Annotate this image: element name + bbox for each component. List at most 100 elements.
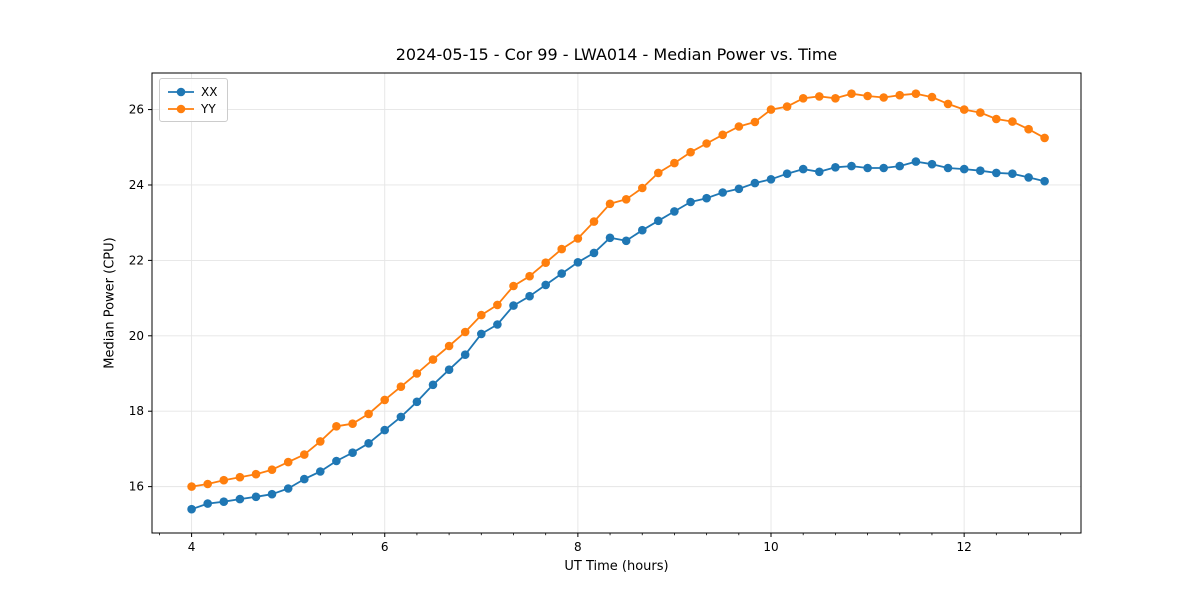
data-point-xx xyxy=(943,163,953,173)
x-axis-label: UT Time (hours) xyxy=(564,559,669,574)
data-point-yy xyxy=(766,105,776,114)
data-point-xx xyxy=(831,163,840,172)
data-point-xx xyxy=(300,474,309,484)
y-tick-label: 22 xyxy=(129,253,144,267)
data-point-xx xyxy=(267,489,277,499)
data-point-yy xyxy=(525,271,534,281)
data-point-yy xyxy=(943,99,953,109)
data-point-yy xyxy=(718,130,727,140)
data-point-yy xyxy=(187,482,196,491)
data-point-xx xyxy=(621,236,631,246)
data-point-yy xyxy=(396,382,406,392)
data-point-xx xyxy=(976,166,985,175)
data-point-yy xyxy=(364,409,373,419)
data-point-xx xyxy=(1008,169,1017,178)
data-point-xx xyxy=(477,329,486,339)
data-point-yy xyxy=(428,355,438,364)
data-point-xx xyxy=(396,412,406,422)
x-tick-label: 4 xyxy=(188,540,196,554)
data-point-yy xyxy=(557,244,566,254)
data-point-yy xyxy=(798,94,808,103)
y-tick-label: 18 xyxy=(129,404,144,418)
data-point-yy xyxy=(267,465,277,475)
data-point-xx xyxy=(573,258,583,267)
data-point-yy xyxy=(316,437,325,446)
data-point-yy xyxy=(412,369,422,378)
data-point-yy xyxy=(509,281,518,291)
axes-spines xyxy=(151,72,1082,534)
data-point-xx xyxy=(525,291,534,301)
data-point-yy xyxy=(831,94,840,103)
data-point-xx xyxy=(251,492,261,502)
data-point-xx xyxy=(412,397,422,407)
data-point-yy xyxy=(927,92,937,102)
data-point-xx xyxy=(219,497,229,507)
data-point-yy xyxy=(203,479,212,489)
data-point-yy xyxy=(911,89,921,98)
data-point-yy xyxy=(493,300,502,310)
data-point-yy xyxy=(300,450,309,459)
data-point-xx xyxy=(557,269,566,278)
data-point-yy xyxy=(460,327,470,337)
data-point-xx xyxy=(187,504,196,514)
y-tick-label: 20 xyxy=(129,329,144,343)
data-point-yy xyxy=(992,114,1001,124)
data-point-yy xyxy=(380,395,390,405)
data-point-yy xyxy=(251,469,261,479)
data-point-xx xyxy=(428,380,438,390)
data-point-xx xyxy=(605,233,615,243)
data-point-xx xyxy=(895,161,904,171)
data-point-yy xyxy=(879,93,888,102)
data-point-yy xyxy=(734,122,744,131)
data-point-yy xyxy=(815,92,824,101)
data-point-xx xyxy=(283,484,293,493)
legend-item-xx: XX xyxy=(167,84,219,100)
data-point-yy xyxy=(750,117,760,127)
x-tick-label: 8 xyxy=(574,540,582,554)
data-point-yy xyxy=(444,341,454,351)
data-point-xx xyxy=(332,456,341,466)
data-point-yy xyxy=(976,108,985,117)
data-point-yy xyxy=(670,158,679,168)
data-point-xx xyxy=(847,161,856,171)
x-tick-label: 6 xyxy=(381,540,389,554)
data-point-yy xyxy=(638,183,647,193)
data-point-xx xyxy=(815,167,824,177)
data-point-yy xyxy=(541,258,550,268)
data-point-yy xyxy=(1008,117,1017,126)
data-point-xx xyxy=(589,248,599,258)
y-tick-label: 24 xyxy=(129,178,144,192)
data-point-xx xyxy=(541,280,550,290)
data-point-xx xyxy=(911,157,921,166)
chart-title: 2024-05-15 - Cor 99 - LWA014 - Median Po… xyxy=(395,45,838,64)
data-point-xx xyxy=(959,164,969,174)
data-point-yy xyxy=(235,472,245,482)
data-point-xx xyxy=(718,188,727,197)
data-point-yy xyxy=(332,422,341,431)
data-point-xx xyxy=(364,439,373,448)
data-point-yy xyxy=(573,234,583,243)
data-point-xx xyxy=(380,425,390,435)
data-point-xx xyxy=(493,320,502,329)
data-point-xx xyxy=(734,184,744,194)
data-point-yy xyxy=(1024,124,1033,134)
legend: XX YY xyxy=(159,78,228,122)
data-point-yy xyxy=(1040,133,1049,143)
data-point-yy xyxy=(895,90,904,100)
y-tick-label: 16 xyxy=(129,480,144,494)
data-point-xx xyxy=(235,494,245,504)
data-point-xx xyxy=(638,225,647,235)
data-point-yy xyxy=(348,419,357,429)
data-point-yy xyxy=(477,310,486,320)
data-point-yy xyxy=(863,91,872,101)
series-line-yy xyxy=(191,92,1046,488)
legend-item-yy: YY xyxy=(167,101,219,117)
data-point-yy xyxy=(654,168,663,178)
data-point-xx xyxy=(1024,173,1033,182)
data-point-xx xyxy=(654,216,663,226)
y-tick-label: 26 xyxy=(129,103,144,117)
data-point-xx xyxy=(686,197,695,207)
data-point-xx xyxy=(702,193,711,203)
data-point-xx xyxy=(444,365,454,375)
